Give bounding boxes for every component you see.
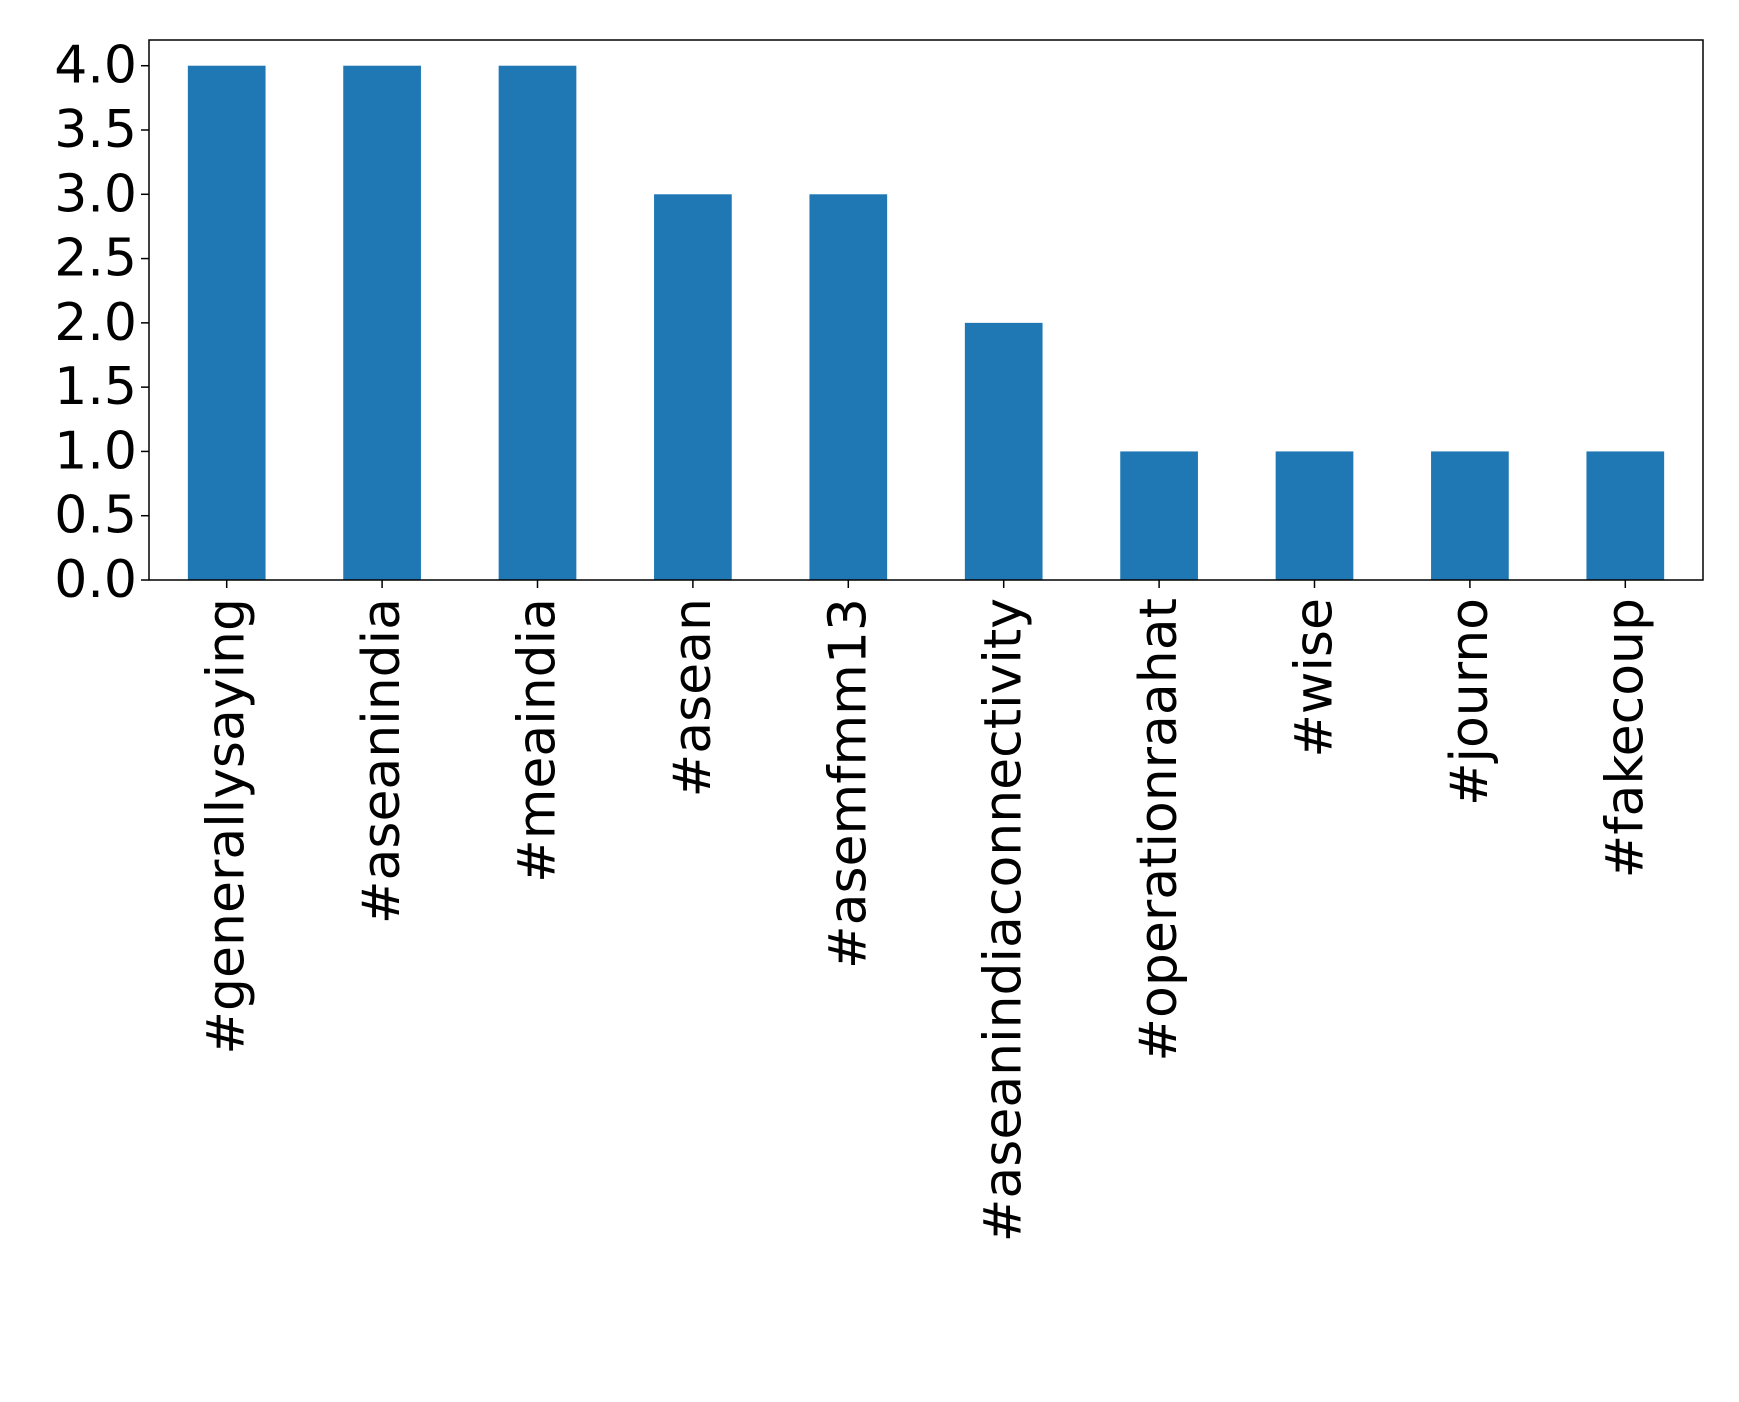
- y-tick-label: 1.0: [54, 421, 137, 481]
- bar-asean: [654, 194, 732, 581]
- x-tick-label: #wise: [1285, 598, 1345, 758]
- y-axis: 0.00.51.01.52.02.53.03.54.0: [54, 36, 149, 610]
- bar-journo: [1431, 451, 1509, 580]
- x-tick-label: #aseanindiaconnectivity: [974, 598, 1034, 1242]
- y-tick-label: 3.0: [54, 164, 137, 224]
- x-tick-label: #operationraahat: [1129, 598, 1189, 1062]
- y-tick-label: 4.0: [54, 36, 137, 96]
- y-tick-label: 2.0: [54, 293, 137, 353]
- y-tick-label: 0.5: [54, 486, 137, 546]
- bar-meaindia: [498, 65, 577, 580]
- bar-generallysaying: [187, 65, 266, 580]
- x-tick-label: #aseanindia: [352, 598, 412, 924]
- y-tick-label: 2.5: [54, 229, 137, 289]
- x-tick-label: #asean: [663, 598, 723, 797]
- x-tick-label: #fakecoup: [1595, 598, 1655, 878]
- plot-frame: [148, 39, 1704, 581]
- y-tick-label: 0.0: [54, 550, 137, 610]
- x-tick-label: #journo: [1440, 598, 1500, 806]
- bar-aseanindia: [343, 65, 421, 580]
- x-tick-label: #meaindia: [508, 598, 568, 883]
- bar-operationraahat: [1120, 451, 1198, 580]
- x-axis: #generallysaying #aseanindia #meaindia #ase…: [197, 580, 1655, 1242]
- x-tick-label: #asemfmm13: [818, 598, 878, 969]
- y-tick-label: 1.5: [54, 357, 137, 417]
- y-tick-label: 3.5: [54, 100, 137, 160]
- bar-asemfmm13: [809, 194, 888, 581]
- bars-group: [187, 65, 1665, 581]
- bar-fakecoup: [1586, 451, 1665, 580]
- bar-aseanindiaconnectivity: [964, 322, 1043, 580]
- bar-wise: [1275, 451, 1354, 580]
- x-tick-label: #generallysaying: [197, 598, 257, 1055]
